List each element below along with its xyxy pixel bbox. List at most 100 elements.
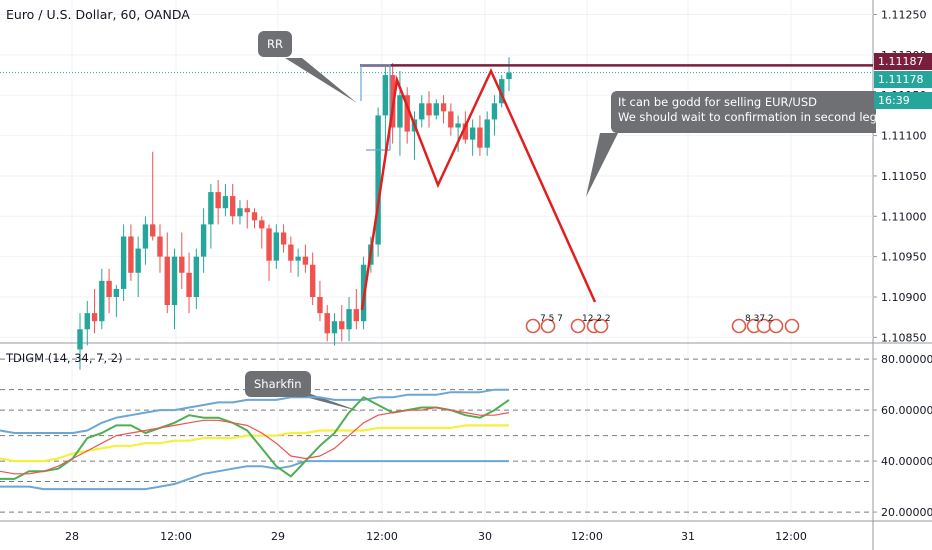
candle-body bbox=[157, 236, 163, 257]
event-icon bbox=[525, 318, 541, 334]
candle-body bbox=[448, 111, 454, 128]
candle-body bbox=[229, 196, 236, 217]
rr-box bbox=[360, 64, 391, 151]
candle-body bbox=[259, 220, 265, 229]
candle-body bbox=[433, 103, 439, 116]
y-tick-label: 1.10900 bbox=[881, 291, 927, 304]
candle-body bbox=[375, 115, 381, 245]
x-tick-label: 12:00 bbox=[775, 530, 807, 543]
candle-body bbox=[142, 224, 149, 249]
candle-body bbox=[382, 75, 389, 116]
current-price-label: 1.11178 bbox=[874, 71, 932, 88]
y-tick-label: 1.11000 bbox=[881, 210, 927, 223]
rr-callout-pointer bbox=[285, 58, 357, 103]
candle-body bbox=[222, 196, 229, 209]
candle-body bbox=[499, 79, 505, 104]
candle-body bbox=[106, 280, 112, 297]
event-icons-group-2[interactable]: 12 2 2 bbox=[582, 314, 611, 324]
indicator-title: TDIGM (14, 34, 7, 2) bbox=[6, 351, 123, 365]
y-tick-label: 1.11100 bbox=[881, 130, 927, 143]
candle-body bbox=[324, 313, 330, 334]
candle-body bbox=[404, 95, 410, 132]
candle-body bbox=[135, 248, 141, 273]
candle-body bbox=[295, 256, 301, 261]
event-icons-group-3[interactable]: 8 37 2 bbox=[745, 314, 774, 324]
event-icon bbox=[540, 318, 556, 334]
candle-body bbox=[353, 309, 360, 322]
candle-body bbox=[164, 256, 170, 306]
candle-body bbox=[186, 272, 192, 297]
candle-body bbox=[462, 123, 469, 140]
candle-body bbox=[491, 103, 498, 120]
candle-body bbox=[280, 232, 287, 245]
candle-body bbox=[200, 224, 207, 257]
pattern-line bbox=[360, 67, 597, 311]
candle-body bbox=[113, 288, 120, 297]
note-callout-pointer bbox=[586, 133, 618, 197]
upper-band-series bbox=[0, 388, 509, 434]
slow-line-series bbox=[0, 406, 510, 475]
x-tick-label: 28 bbox=[65, 530, 79, 543]
candle-body bbox=[397, 95, 403, 128]
candle-body bbox=[440, 103, 447, 112]
candle-body bbox=[339, 321, 345, 330]
y-tick-label: 1.11050 bbox=[881, 170, 927, 183]
candle-body bbox=[484, 119, 490, 148]
candle-body bbox=[302, 256, 309, 265]
candle-body bbox=[91, 313, 98, 322]
y-tick-label: 1.11250 bbox=[881, 9, 927, 22]
candle-body bbox=[84, 313, 90, 330]
trade-note-callout[interactable]: It can be godd for selling EUR/USD We sh… bbox=[611, 91, 876, 133]
y-tick-label: 60.00000 bbox=[881, 404, 932, 417]
candle-body bbox=[419, 103, 425, 120]
event-icons-group-1[interactable]: 7 5 7 bbox=[540, 314, 563, 324]
candle-body bbox=[179, 256, 185, 273]
candle-body bbox=[77, 329, 83, 350]
candle-body bbox=[150, 224, 156, 237]
rr-callout[interactable]: RR bbox=[258, 31, 292, 57]
y-tick-label: 80.00000 bbox=[881, 353, 932, 366]
event-icon bbox=[731, 318, 747, 334]
candle-body bbox=[120, 236, 127, 289]
event-icon bbox=[768, 318, 784, 334]
candle-body bbox=[273, 232, 280, 261]
y-tick-label: 1.10850 bbox=[881, 331, 927, 344]
candle-body bbox=[193, 256, 200, 297]
resistance-price-label: 1.11187 bbox=[874, 53, 932, 70]
middle-line-series bbox=[0, 424, 509, 463]
indicator-pane bbox=[0, 388, 510, 491]
trade-note-line-2: We should wait to confirmation in second… bbox=[618, 110, 876, 124]
price-pane bbox=[0, 57, 873, 370]
candle-body bbox=[309, 264, 316, 297]
x-axis: 28 12:00 29 12:00 30 12:00 31 12:00 bbox=[65, 530, 807, 543]
countdown-label: 16:39 bbox=[874, 92, 932, 109]
event-icon bbox=[784, 318, 800, 334]
candle-body bbox=[331, 321, 338, 334]
trade-note-line-1: It can be godd for selling EUR/USD bbox=[618, 95, 817, 109]
lower-band-series bbox=[0, 460, 509, 491]
candle-body bbox=[266, 228, 272, 261]
candle-body bbox=[506, 72, 512, 80]
candle-body bbox=[469, 127, 476, 140]
candle-body bbox=[251, 212, 258, 221]
x-tick-label: 12:00 bbox=[366, 530, 398, 543]
candle-body bbox=[215, 192, 221, 209]
candle-body bbox=[208, 192, 214, 225]
y-tick-label: 40.00000 bbox=[881, 455, 932, 468]
chart-title: Euro / U.S. Dollar, 60, OANDA bbox=[6, 7, 190, 22]
y-tick-label: 20.00000 bbox=[881, 506, 932, 519]
sharkfin-callout[interactable]: Sharkfin bbox=[245, 371, 311, 397]
candle-body bbox=[426, 103, 432, 116]
fast-line-series bbox=[0, 396, 510, 480]
x-tick-label: 31 bbox=[681, 530, 695, 543]
candle-body bbox=[288, 244, 294, 261]
candle-body bbox=[477, 127, 483, 148]
candle-body bbox=[128, 236, 134, 273]
candle-body bbox=[346, 309, 352, 330]
event-icon bbox=[593, 318, 609, 334]
candle-body bbox=[455, 123, 461, 128]
x-tick-label: 29 bbox=[271, 530, 285, 543]
x-tick-label: 30 bbox=[478, 530, 492, 543]
